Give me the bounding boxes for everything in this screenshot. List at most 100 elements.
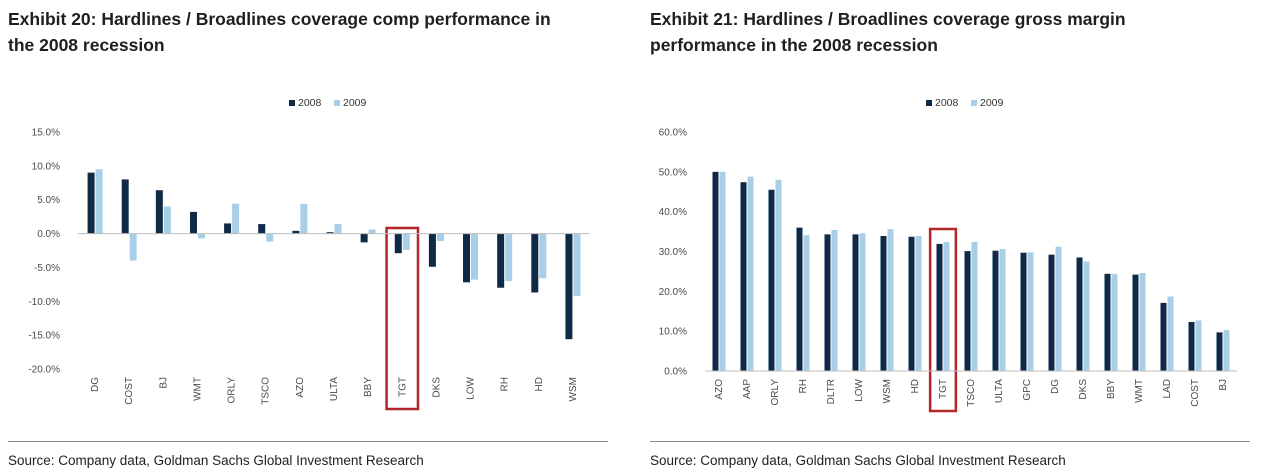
bar-2009-hd [915, 235, 922, 371]
x-tick-label-wsm: WSM [882, 379, 893, 403]
x-tick-label-bby: BBY [363, 377, 374, 397]
exhibit-20-title-line1: Exhibit 20: Hardlines / Broadlines cover… [8, 9, 551, 29]
exhibit-21-source: Source: Company data, Goldman Sachs Glob… [650, 453, 1066, 468]
bar-2009-low [471, 233, 479, 280]
y-tick-label: 30.0% [659, 247, 687, 258]
bar-2008-hd [908, 236, 915, 371]
bar-2009-tgt [943, 241, 950, 371]
bar-2009-gpc [1027, 252, 1034, 371]
bar-2009-ulta [999, 249, 1006, 371]
x-tick-label-bj: BJ [1218, 379, 1229, 391]
x-tick-label-orly: ORLY [227, 377, 238, 404]
x-tick-label-wmt: WMT [1134, 379, 1145, 403]
x-tick-label-low: LOW [854, 378, 865, 401]
x-tick-label-lad: LAD [1162, 379, 1173, 398]
bar-2009-bj [1223, 329, 1230, 371]
bar-2008-cost [1188, 322, 1195, 371]
bar-2009-azo [300, 203, 308, 234]
legend-label-2009: 2009 [343, 97, 367, 109]
bar-2008-bj [155, 190, 163, 234]
x-tick-label-dltr: DLTR [826, 379, 837, 404]
x-tick-label-wsm: WSM [568, 377, 579, 401]
x-tick-label-tgt: TGT [938, 379, 949, 399]
y-tick-label: 50.0% [659, 167, 687, 178]
bar-2009-dltr [831, 229, 838, 371]
y-tick-label: 5.0% [37, 195, 60, 206]
bar-2008-dks [1076, 257, 1083, 371]
exhibit-20-title-line2: the 2008 recession [8, 35, 165, 55]
bar-2008-azo [292, 230, 300, 234]
exhibit-20-source-divider [8, 441, 608, 442]
exhibit-21-title-line2: performance in the 2008 recession [650, 35, 938, 55]
x-tick-label-tsco: TSCO [261, 377, 272, 405]
bar-2009-cost [1195, 320, 1202, 371]
bar-2009-hd [539, 233, 547, 279]
bar-2009-tgt [402, 233, 410, 250]
exhibit-21-title-line1: Exhibit 21: Hardlines / Broadlines cover… [650, 9, 1126, 29]
exhibit-20-source: Source: Company data, Goldman Sachs Glob… [8, 453, 424, 468]
legend-swatch-2008 [289, 100, 295, 106]
legend-swatch-2008 [926, 100, 932, 106]
x-tick-label-ulta: ULTA [329, 377, 340, 401]
bar-2008-wsm [880, 235, 887, 371]
y-tick-label: 10.0% [659, 327, 687, 338]
bar-2009-rh [803, 235, 810, 371]
bar-2008-dltr [824, 234, 831, 371]
bar-2008-dg [1048, 254, 1055, 371]
x-tick-label-tsco: TSCO [966, 379, 977, 407]
y-tick-label: 60.0% [659, 128, 687, 139]
bar-2008-dks [428, 233, 436, 267]
bar-2008-tgt [394, 233, 402, 254]
bar-2009-aap [747, 176, 754, 371]
bar-2008-ulta [992, 250, 999, 371]
x-tick-label-rh: RH [500, 377, 511, 391]
y-tick-label: 20.0% [659, 287, 687, 298]
x-tick-label-hd: HD [534, 377, 545, 391]
x-tick-label-ulta: ULTA [994, 379, 1005, 403]
legend-label-2009: 2009 [980, 97, 1004, 109]
x-tick-label-cost: COST [124, 377, 135, 405]
bar-2008-gpc [1020, 252, 1027, 371]
y-tick-label: -5.0% [34, 263, 60, 274]
bar-2009-orly [232, 203, 240, 234]
bar-2008-low [852, 234, 859, 371]
bar-2008-orly [224, 223, 232, 234]
exhibit-20-title: Exhibit 20: Hardlines / Broadlines cover… [8, 6, 608, 58]
exhibit-21-panel: Exhibit 21: Hardlines / Broadlines cover… [650, 0, 1260, 476]
highlight-box-tgt [385, 226, 420, 411]
x-tick-label-dg: DG [90, 377, 101, 392]
x-tick-label-gpc: GPC [1022, 379, 1033, 401]
highlight-box-tgt [928, 227, 958, 413]
bar-2008-azo [712, 171, 719, 371]
bar-2008-ulta [326, 232, 334, 234]
bar-2008-wmt [1132, 274, 1139, 371]
x-tick-label-azo: AZO [295, 377, 306, 398]
bar-2009-wmt [197, 233, 205, 239]
bar-2009-ulta [334, 224, 342, 234]
y-tick-label: -20.0% [28, 365, 60, 376]
x-tick-label-hd: HD [910, 379, 921, 393]
x-tick-label-bby: BBY [1106, 379, 1117, 399]
bar-2008-orly [768, 189, 775, 371]
chart-1-legend: 2008 2009 [926, 97, 1004, 109]
exhibit-20-panel: Exhibit 20: Hardlines / Broadlines cover… [8, 0, 618, 476]
bar-2009-low [859, 233, 866, 371]
legend-label-2008: 2008 [298, 97, 322, 109]
x-tick-label-tgt: TGT [397, 377, 408, 397]
bar-2008-aap [740, 182, 747, 371]
y-tick-label: -10.0% [28, 297, 60, 308]
y-tick-label: -15.0% [28, 331, 60, 342]
y-tick-label: 15.0% [32, 128, 60, 139]
y-tick-label: 40.0% [659, 207, 687, 218]
bar-2009-bj [163, 206, 171, 234]
exhibit-20-chart: 2008 2009 15.0% 10.0% 5.0% 0.0% -5.0% -10.0% -15… [28, 97, 590, 411]
bar-2009-azo [719, 171, 726, 371]
bar-2008-bby [360, 233, 368, 243]
legend-label-2008: 2008 [935, 97, 959, 109]
bar-2008-tsco [964, 251, 971, 371]
y-tick-label: 10.0% [32, 161, 60, 172]
y-tick-label: 0.0% [37, 229, 60, 240]
bar-2008-tsco [258, 224, 266, 234]
bar-2009-tsco [971, 241, 978, 371]
legend-swatch-2009 [334, 100, 340, 106]
